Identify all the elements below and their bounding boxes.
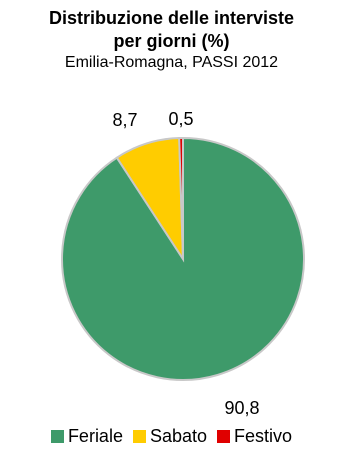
legend: Feriale Sabato Festivo	[0, 426, 343, 447]
legend-item-sabato: Sabato	[132, 426, 208, 447]
data-label-feriale: 90,8	[224, 398, 259, 418]
data-label-sabato: 8,7	[112, 110, 137, 130]
chart-subtitle: Emilia-Romagna, PASSI 2012	[64, 54, 279, 71]
pie-slice-festivo	[178, 136, 184, 260]
legend-item-feriale: Feriale	[50, 426, 123, 447]
legend-label-festivo: Festivo	[234, 426, 293, 446]
legend-swatch-feriale	[50, 430, 64, 443]
legend-swatch-festivo	[217, 430, 231, 443]
chart-title-line-1: Distribuzione delle interviste	[48, 8, 295, 28]
legend-label-feriale: Feriale	[67, 426, 123, 446]
legend-label-sabato: Sabato	[149, 426, 208, 446]
legend-item-festivo: Festivo	[217, 426, 292, 447]
chart-title-line-2: per giorni (%)	[113, 31, 230, 51]
data-label-festivo: 0,5	[168, 109, 193, 129]
legend-swatch-sabato	[132, 430, 146, 443]
